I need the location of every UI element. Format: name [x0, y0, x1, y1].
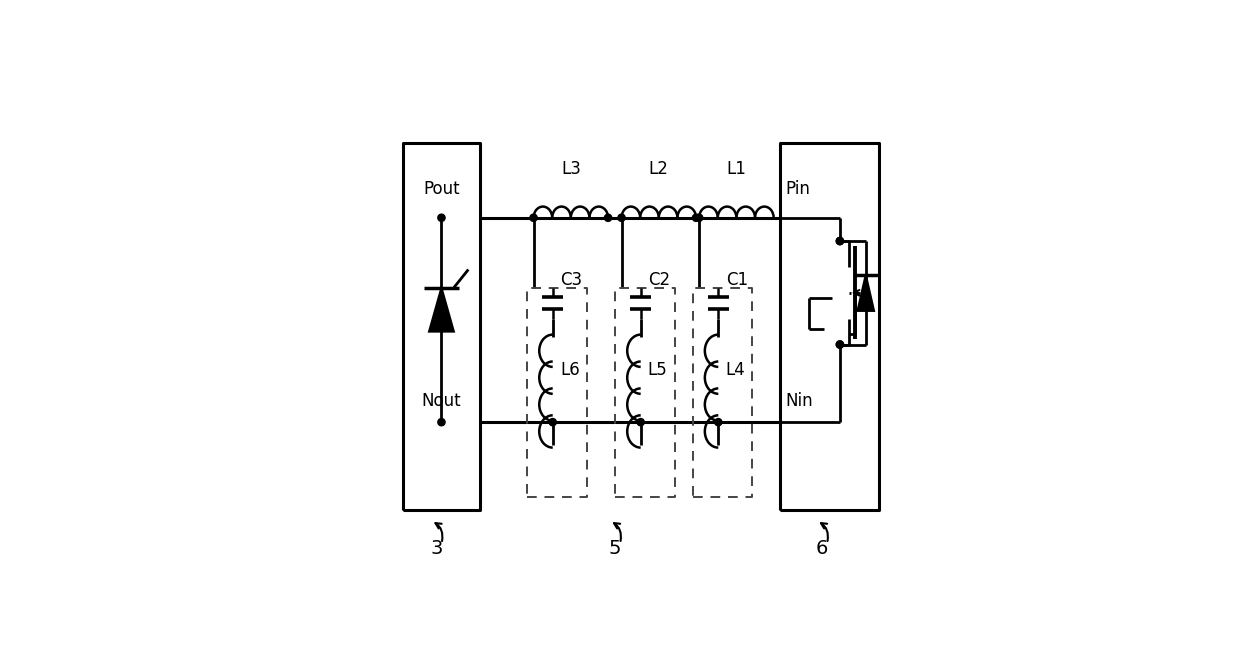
Text: L3: L3	[560, 160, 580, 177]
Circle shape	[714, 419, 722, 426]
Text: C2: C2	[649, 271, 671, 289]
Circle shape	[604, 214, 611, 221]
Circle shape	[618, 214, 625, 221]
Text: C3: C3	[560, 271, 583, 289]
Circle shape	[637, 419, 645, 426]
Text: Pout: Pout	[423, 180, 460, 198]
Circle shape	[549, 419, 557, 426]
Circle shape	[836, 237, 843, 245]
Circle shape	[836, 237, 843, 245]
Circle shape	[696, 214, 703, 221]
Text: L1: L1	[727, 160, 746, 177]
Polygon shape	[858, 275, 874, 311]
Text: C1: C1	[725, 271, 748, 289]
Circle shape	[692, 214, 699, 221]
Circle shape	[529, 214, 537, 221]
Text: L6: L6	[560, 362, 579, 380]
Circle shape	[438, 214, 445, 221]
Text: L4: L4	[725, 362, 745, 380]
Text: 5: 5	[609, 540, 621, 558]
Text: 6: 6	[816, 540, 828, 558]
Text: L5: L5	[647, 362, 667, 380]
Text: Nout: Nout	[422, 392, 461, 411]
Circle shape	[836, 341, 843, 348]
Circle shape	[438, 419, 445, 426]
Circle shape	[836, 341, 843, 348]
Text: L2: L2	[649, 160, 668, 177]
Text: 3: 3	[430, 540, 443, 558]
Polygon shape	[429, 288, 454, 331]
Text: Pin: Pin	[786, 180, 811, 198]
Text: Nin: Nin	[786, 392, 813, 411]
